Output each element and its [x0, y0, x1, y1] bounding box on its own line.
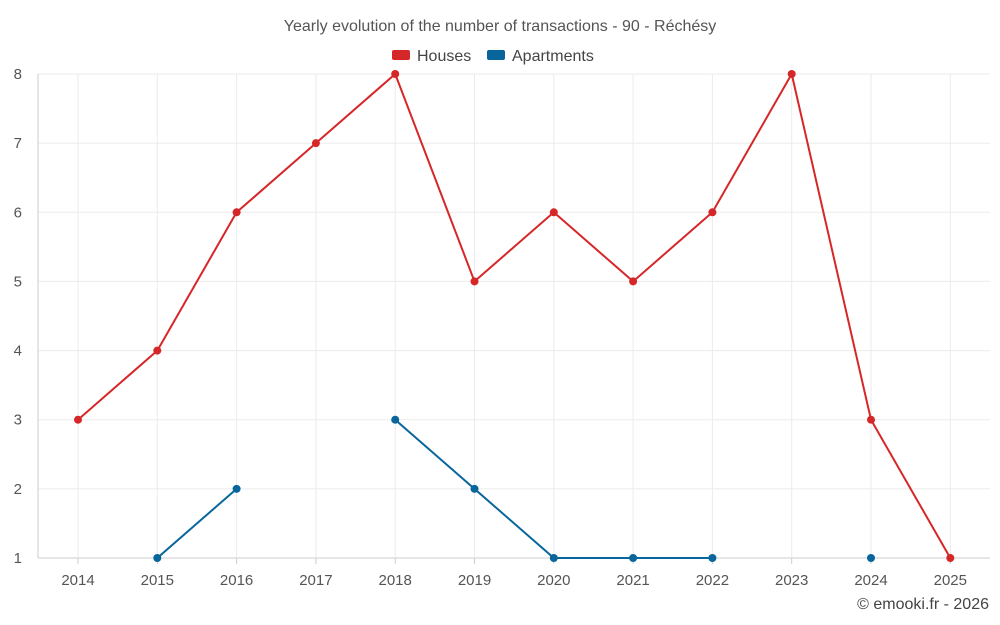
data-point-houses[interactable] — [867, 415, 875, 424]
data-point-houses[interactable] — [74, 415, 82, 424]
legend-item-houses[interactable]: Houses — [392, 48, 471, 65]
data-point-houses[interactable] — [311, 139, 320, 148]
y-tick-label: 1 — [14, 550, 22, 567]
x-tick-label: 2017 — [299, 572, 332, 589]
data-point-apartments[interactable] — [470, 484, 479, 493]
data-point-houses[interactable] — [391, 70, 400, 78]
x-tick-label: 2014 — [61, 572, 94, 589]
data-point-apartments[interactable] — [549, 554, 558, 562]
data-point-apartments[interactable] — [708, 554, 717, 562]
x-tick-label: 2020 — [537, 572, 570, 589]
y-tick-label: 3 — [14, 412, 22, 429]
data-point-apartments[interactable] — [391, 415, 400, 424]
data-point-houses[interactable] — [708, 208, 717, 217]
series-lines — [77, 73, 952, 559]
x-tick-label: 2019 — [458, 572, 491, 589]
y-tick-label: 2 — [14, 481, 22, 498]
data-point-houses[interactable] — [470, 277, 479, 286]
y-tick-label: 6 — [14, 204, 22, 221]
series-line-apartments — [156, 488, 238, 559]
data-point-houses[interactable] — [629, 277, 638, 286]
y-tick-label: 5 — [14, 273, 22, 290]
data-point-apartments[interactable] — [232, 484, 241, 493]
series-line-houses — [77, 73, 952, 559]
x-tick-label: 2024 — [854, 572, 887, 589]
grid-lines — [38, 73, 990, 559]
legend-swatch-apartments — [487, 50, 505, 60]
data-point-apartments[interactable] — [629, 554, 638, 562]
axes: 1 2 3 4 5 6 7 8 2014 2015 2016 2017 2018 2019 2020 2021… — [14, 66, 967, 589]
legend-swatch-houses — [392, 50, 410, 60]
data-point-houses[interactable] — [946, 554, 955, 562]
legend-item-apartments[interactable]: Apartments — [487, 48, 594, 65]
data-point-houses[interactable] — [787, 70, 796, 78]
x-tick-label: 2021 — [616, 572, 649, 589]
data-point-houses[interactable] — [232, 208, 241, 217]
data-points — [74, 70, 955, 562]
x-tick-label: 2022 — [696, 572, 729, 589]
x-tick-label: 2018 — [379, 572, 412, 589]
x-tick-label: 2023 — [775, 572, 808, 589]
x-tick-label: 2025 — [934, 572, 967, 589]
data-point-apartments[interactable] — [867, 554, 875, 562]
chart-title: Yearly evolution of the number of transa… — [284, 18, 717, 35]
legend[interactable]: Houses Apartments — [392, 48, 594, 65]
data-point-apartments[interactable] — [153, 554, 162, 562]
y-tick-label: 4 — [14, 343, 22, 360]
x-tick-label: 2015 — [141, 572, 174, 589]
x-tick-label: 2016 — [220, 572, 253, 589]
y-tick-label: 7 — [14, 135, 22, 152]
data-point-houses[interactable] — [549, 208, 558, 217]
data-point-houses[interactable] — [153, 346, 162, 355]
legend-label-houses: Houses — [417, 48, 471, 65]
credit-text: © emooki.fr - 2026 — [857, 596, 989, 613]
legend-label-apartments: Apartments — [512, 48, 594, 65]
y-tick-label: 8 — [14, 66, 22, 83]
